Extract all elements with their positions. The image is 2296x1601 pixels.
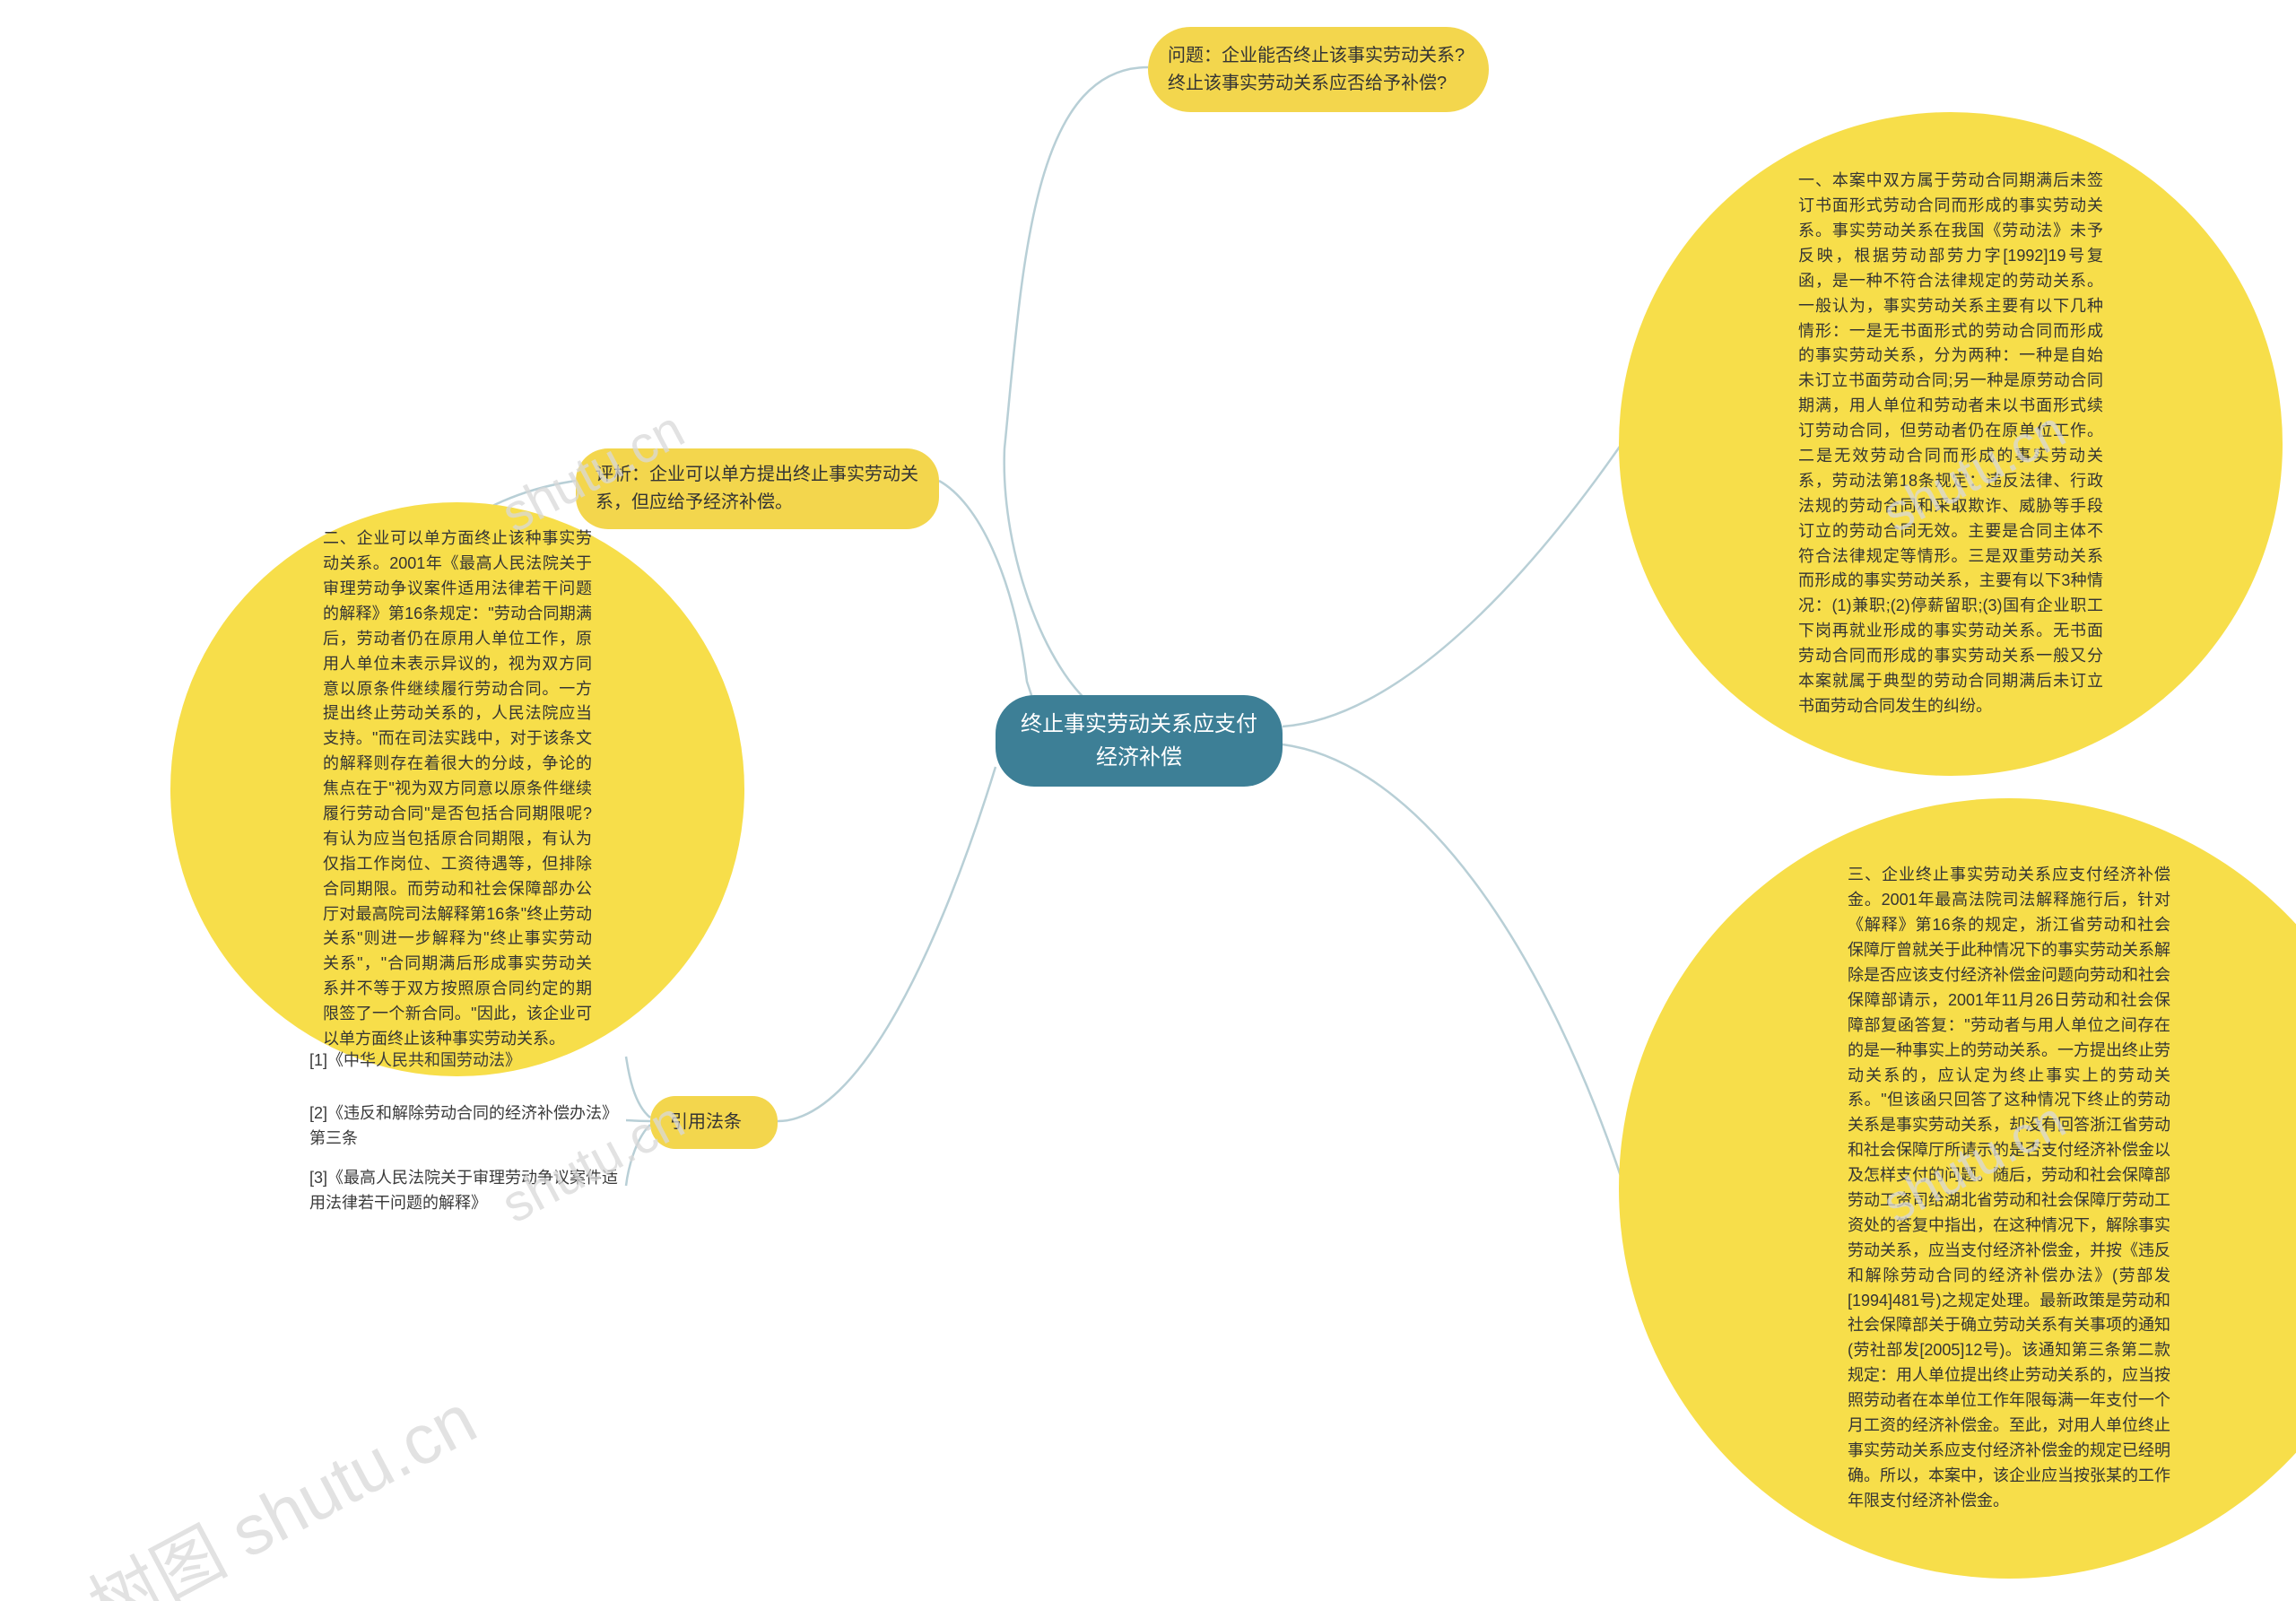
branch-analysis-text: 评析：企业可以单方提出终止事实劳动关系，但应给予经济补偿。 — [596, 461, 919, 517]
bubble-section-3[interactable]: 三、企业终止事实劳动关系应支付经济补偿金。2001年最高法院司法解释施行后，针对… — [1619, 798, 2296, 1579]
connector — [939, 481, 1036, 709]
connector — [778, 767, 996, 1121]
citation-2-text: [2]《违反和解除劳动合同的经济补偿办法》第三条 — [309, 1101, 623, 1152]
branch-citations-text: 引用法条 — [670, 1109, 758, 1136]
citation-3: [3]《最高人民法院关于审理劳动争议案件适用法律若干问题的解释》 — [309, 1166, 623, 1216]
citation-1-text: [1]《中华人民共和国劳动法》 — [309, 1048, 623, 1074]
citation-2: [2]《违反和解除劳动合同的经济补偿办法》第三条 — [309, 1101, 623, 1152]
connector — [1004, 67, 1148, 713]
root-node[interactable]: 终止事实劳动关系应支付经济补偿 — [996, 695, 1283, 787]
bubble-section-2-text: 二、企业可以单方面终止该种事实劳动关系。2001年《最高人民法院关于审理劳动争议… — [323, 526, 592, 1052]
branch-question-text: 问题：企业能否终止该事实劳动关系?终止该事实劳动关系应否给予补偿? — [1168, 42, 1469, 98]
connector — [1283, 444, 1622, 727]
citation-1: [1]《中华人民共和国劳动法》 — [309, 1048, 623, 1074]
branch-question[interactable]: 问题：企业能否终止该事实劳动关系?终止该事实劳动关系应否给予补偿? — [1148, 27, 1489, 112]
connector — [626, 1057, 650, 1118]
bubble-section-3-text: 三、企业终止事实劳动关系应支付经济补偿金。2001年最高法院司法解释施行后，针对… — [1848, 863, 2170, 1513]
connector — [626, 1125, 650, 1186]
connector — [626, 1120, 650, 1121]
branch-analysis[interactable]: 评析：企业可以单方提出终止事实劳动关系，但应给予经济补偿。 — [576, 448, 939, 529]
watermark: 树图 shutu.cn — [69, 1364, 491, 1601]
citation-3-text: [3]《最高人民法院关于审理劳动争议案件适用法律若干问题的解释》 — [309, 1166, 623, 1216]
branch-citations[interactable]: 引用法条 — [650, 1096, 778, 1149]
bubble-section-2[interactable]: 二、企业可以单方面终止该种事实劳动关系。2001年《最高人民法院关于审理劳动争议… — [170, 502, 744, 1076]
root-text: 终止事实劳动关系应支付经济补偿 — [1015, 708, 1263, 774]
bubble-section-1-text: 一、本案中双方属于劳动合同期满后未签订书面形式劳动合同而形成的事实劳动关系。事实… — [1798, 169, 2103, 719]
connector — [1283, 744, 1623, 1184]
bubble-section-1[interactable]: 一、本案中双方属于劳动合同期满后未签订书面形式劳动合同而形成的事实劳动关系。事实… — [1619, 112, 2283, 776]
